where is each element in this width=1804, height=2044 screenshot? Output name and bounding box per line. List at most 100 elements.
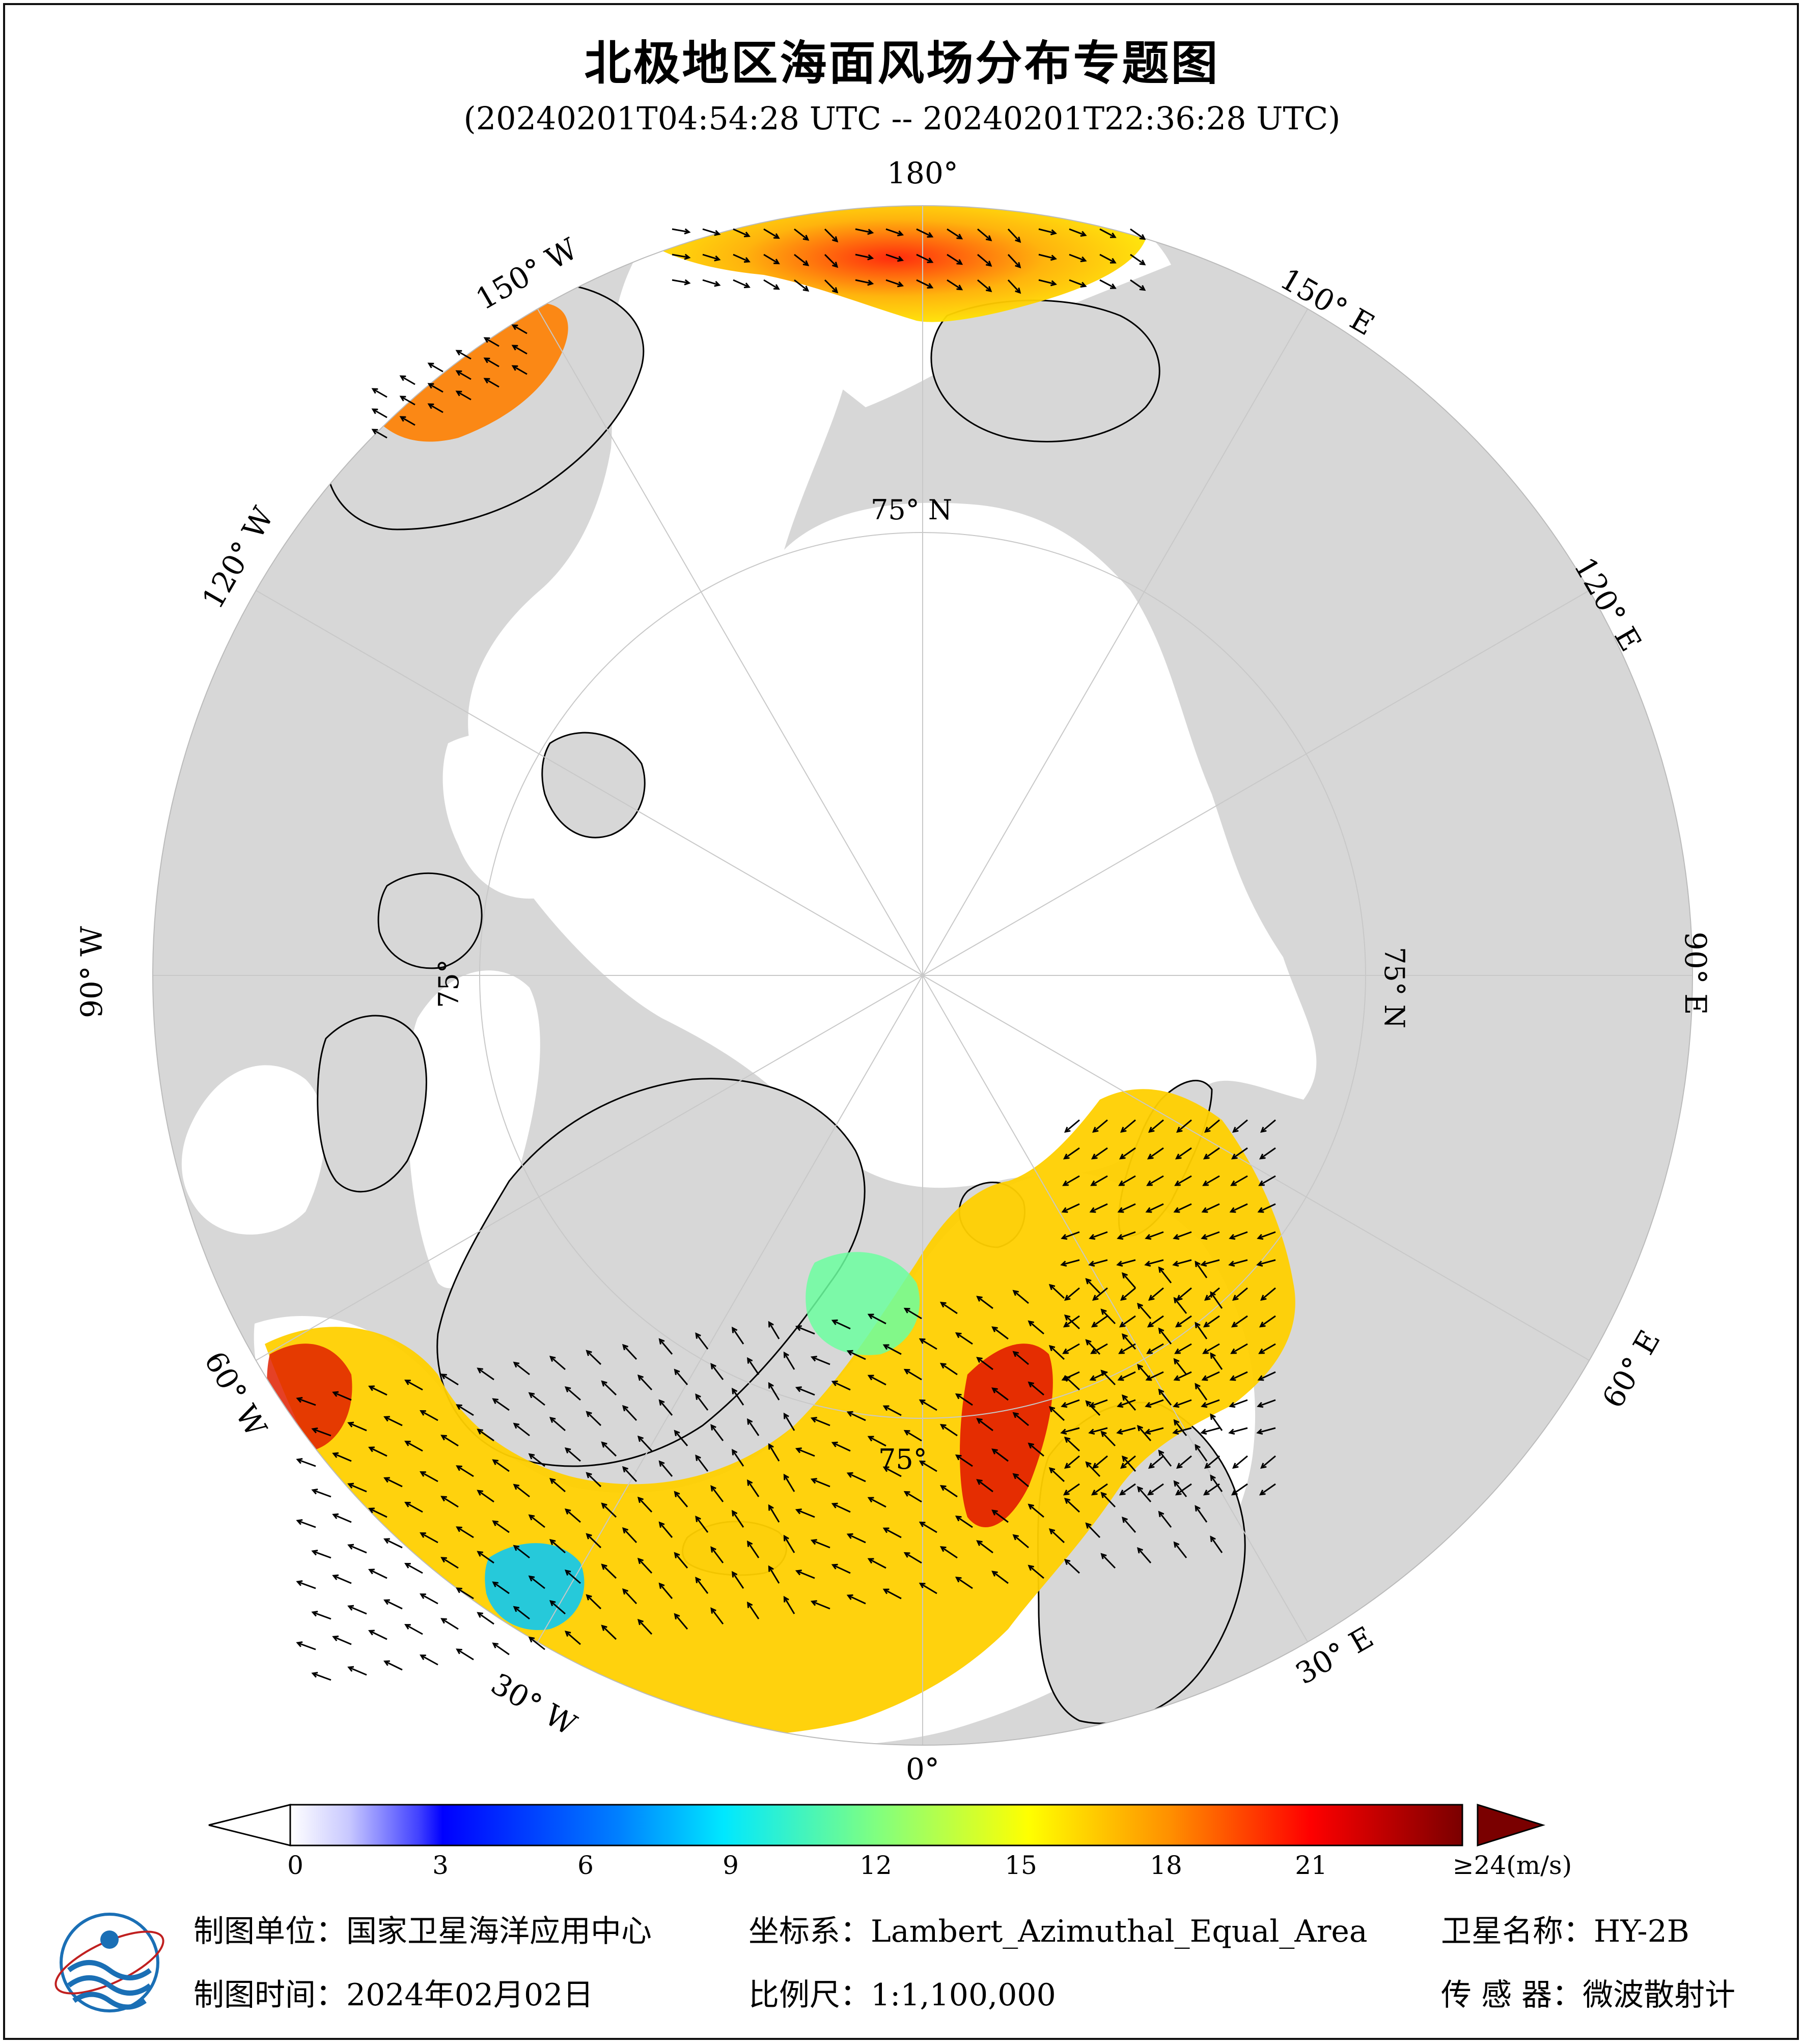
wind-arrow [564, 1447, 581, 1462]
wind-arrow [564, 1508, 581, 1523]
wind-arrow [440, 1618, 459, 1630]
wind-arrow [1122, 1272, 1136, 1289]
wind-arrow [1203, 1483, 1220, 1496]
wind-arrow [455, 370, 471, 380]
wind-arrow [867, 1497, 886, 1508]
wind-arrow [855, 279, 874, 286]
colorbar-gradient [289, 1804, 1463, 1846]
footer-sensor: 传 感 器：微波散射计 [1441, 1977, 1736, 2013]
wind-arrow [483, 378, 499, 388]
wind-arrow [492, 1520, 510, 1533]
colorbar-tick-label: 12 [859, 1851, 892, 1880]
wind-arrow [1007, 228, 1021, 243]
wind-arrow [404, 1502, 423, 1513]
wind-arrow [947, 228, 963, 240]
wind-arrow [528, 1636, 545, 1650]
wind-arrow [383, 1477, 403, 1488]
wind-arrow [1260, 1119, 1276, 1133]
wind-arrow [420, 1471, 438, 1482]
wind-arrow [882, 1344, 902, 1355]
wind-arrow [903, 1491, 922, 1503]
wind-arrow [1028, 1442, 1044, 1457]
wind-arrow [1064, 1455, 1080, 1469]
wind-arrow [1061, 1399, 1080, 1408]
wind-arrow [733, 279, 751, 289]
wind-arrow [1145, 1203, 1164, 1213]
wind-arrow [919, 1460, 937, 1472]
wind-arrow [831, 1563, 851, 1574]
wind-arrow [586, 1350, 602, 1365]
wind-arrow [919, 1399, 937, 1411]
wind-arrow [955, 1393, 973, 1406]
wind-arrow [1012, 1534, 1029, 1549]
arctic-ocean [468, 229, 1317, 1188]
wind-arrow [1203, 1315, 1220, 1328]
wind-arrow [710, 1424, 724, 1441]
wind-arrow [1145, 1371, 1164, 1381]
wind-arrow [1258, 1175, 1276, 1186]
wind-arrow [1117, 1231, 1136, 1240]
wind-arrow [296, 1397, 316, 1406]
wind-arrow [710, 1363, 724, 1380]
wind-arrow [867, 1375, 886, 1386]
wind-arrow [1257, 1203, 1276, 1213]
label-lat-75-right: 75° N [1378, 947, 1410, 1028]
wind-arrow [622, 1466, 637, 1482]
wind-arrow [903, 1307, 922, 1320]
colorbar-tick-label: 6 [577, 1851, 594, 1880]
wind-arrow [882, 1405, 902, 1416]
wind-arrow [440, 1496, 459, 1508]
wind-arrow [1202, 1343, 1220, 1354]
wind-arrow [371, 388, 387, 398]
wind-arrow [404, 1441, 423, 1452]
wind-arrow [1259, 1315, 1276, 1328]
wind-arrow [976, 1479, 993, 1493]
wind-arrow [1257, 1371, 1276, 1381]
wind-arrow [710, 1546, 724, 1563]
wind-arrow [1200, 1427, 1220, 1435]
wind-arrow [947, 279, 963, 291]
wind-arrow [1089, 1371, 1108, 1381]
wind-arrow [404, 1624, 423, 1635]
wind-arrow [477, 1551, 494, 1564]
wind-arrow [783, 1534, 795, 1553]
wind-arrow [732, 1509, 744, 1528]
wind-arrow [1092, 1455, 1108, 1469]
wind-arrow [1007, 254, 1021, 269]
wind-arrow [846, 1472, 866, 1482]
wind-arrow [347, 1666, 367, 1676]
wind-arrow [1195, 1322, 1208, 1339]
wind-arrow [1201, 1231, 1220, 1240]
wind-arrow [1201, 1399, 1220, 1408]
wind-arrow [1069, 228, 1087, 237]
wind-arrow [637, 1374, 653, 1391]
wind-arrow [1204, 1119, 1220, 1133]
wind-arrow [903, 1552, 922, 1564]
wind-arrow [831, 1441, 851, 1452]
label-lon-180: 180° [887, 156, 958, 190]
wind-arrow [855, 228, 874, 235]
disk-edge [152, 205, 1693, 1746]
wind-arrow [1069, 279, 1087, 288]
wind-arrow [763, 279, 780, 290]
wind-arrow [939, 1546, 958, 1559]
wind-arrow [332, 1391, 352, 1401]
wind-arrow [1028, 1564, 1044, 1579]
footer-satellite: 卫星名称：HY-2B [1441, 1914, 1689, 1949]
wind-arrow [420, 1410, 438, 1421]
wind-arrow [296, 1458, 316, 1467]
wind-arrow [440, 1435, 459, 1447]
wind-arrow [783, 1473, 795, 1492]
wind-arrow [1230, 1343, 1248, 1354]
wind-arrow [622, 1405, 637, 1421]
hudson-bay [181, 1065, 325, 1235]
wind-arrow [810, 1600, 830, 1610]
label-lat-75-left: 75° [433, 959, 465, 1008]
wind-arrow [1201, 1371, 1220, 1381]
wind-arrow [332, 1574, 352, 1584]
wind-arrow [1063, 1315, 1080, 1328]
wind-arrow [1007, 279, 1021, 294]
wind-arrow [919, 1521, 937, 1533]
wind-arrow [867, 1313, 886, 1325]
